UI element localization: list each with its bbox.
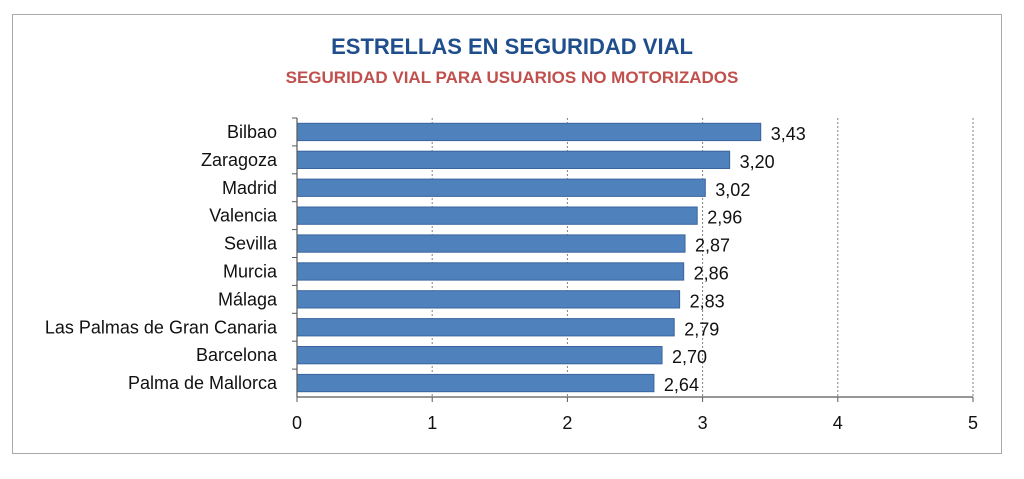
bar <box>296 178 706 197</box>
x-tick-label: 4 <box>833 413 843 433</box>
bar <box>296 318 675 337</box>
category-label: Barcelona <box>196 345 278 365</box>
value-label: 2,70 <box>672 347 707 367</box>
bar <box>296 373 655 393</box>
bar <box>296 262 685 281</box>
bar <box>296 346 663 365</box>
category-label: Palma de Mallorca <box>128 373 278 393</box>
x-tick-label: 5 <box>968 413 978 433</box>
x-tick-label: 0 <box>292 413 302 433</box>
bar <box>296 150 731 169</box>
value-label: 2,64 <box>664 375 699 395</box>
value-label: 2,79 <box>684 319 719 339</box>
value-labels: 3,43 3,20 3,02 2,96 2,87 2,86 2,83 2,79 2,70 2,64 <box>664 124 806 395</box>
category-label: Málaga <box>218 289 278 309</box>
category-label: Madrid <box>222 178 277 198</box>
value-label: 2,96 <box>707 208 742 228</box>
x-tick-label: 1 <box>427 413 437 433</box>
bar <box>296 290 681 309</box>
category-label: Las Palmas de Gran Canaria <box>45 317 278 337</box>
chart-subtitle: SEGURIDAD VIAL PARA USUARIOS NO MOTORIZA… <box>285 68 739 87</box>
x-tick-label: 3 <box>698 413 708 433</box>
category-label: Sevilla <box>224 234 278 254</box>
category-label: Murcia <box>223 261 278 281</box>
category-label: Zaragoza <box>201 150 278 170</box>
value-label: 2,87 <box>695 236 730 256</box>
value-label: 2,83 <box>690 291 725 311</box>
value-label: 3,43 <box>771 124 806 144</box>
chart-title: ESTRELLAS EN SEGURIDAD VIAL <box>331 34 693 59</box>
x-tick-labels: 0 1 2 3 4 5 <box>292 413 978 433</box>
category-label: Valencia <box>209 206 278 226</box>
category-label: Bilbao <box>227 122 277 142</box>
bar <box>296 122 762 142</box>
bar <box>296 234 686 253</box>
value-label: 2,86 <box>694 263 729 283</box>
bar <box>296 206 698 225</box>
category-labels: Bilbao Zaragoza Madrid Valencia Sevilla Murci… <box>45 122 278 393</box>
x-tick-label: 2 <box>562 413 572 433</box>
value-label: 3,02 <box>715 180 750 200</box>
value-label: 3,20 <box>740 152 775 172</box>
axes <box>292 117 974 402</box>
